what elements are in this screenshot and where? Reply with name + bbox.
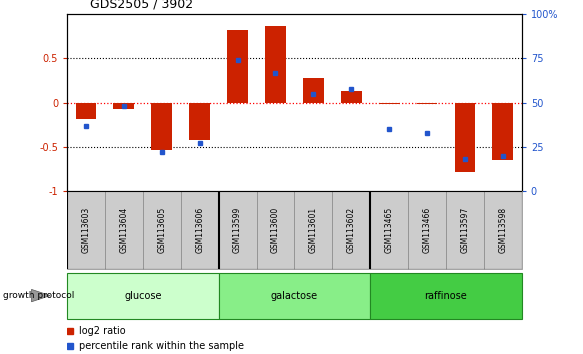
Text: GSM113600: GSM113600 — [271, 207, 280, 253]
Bar — [303, 78, 324, 103]
Text: galactose: galactose — [271, 291, 318, 301]
Text: raffinose: raffinose — [424, 291, 468, 301]
Bar — [76, 103, 96, 119]
Polygon shape — [31, 290, 50, 302]
Text: GSM113466: GSM113466 — [423, 207, 431, 253]
Bar — [294, 191, 332, 269]
Text: GSM113599: GSM113599 — [233, 207, 242, 253]
Bar — [341, 91, 361, 103]
Text: growth protocol: growth protocol — [3, 291, 74, 300]
Text: GSM113465: GSM113465 — [385, 207, 394, 253]
Text: GSM113602: GSM113602 — [347, 207, 356, 253]
Bar — [484, 191, 522, 269]
Bar — [446, 191, 484, 269]
Bar — [219, 273, 370, 319]
Text: GSM113597: GSM113597 — [461, 207, 469, 253]
Bar — [152, 103, 172, 150]
Bar — [493, 103, 513, 160]
Text: GSM113606: GSM113606 — [195, 207, 204, 253]
Text: GSM113598: GSM113598 — [498, 207, 507, 253]
Text: percentile rank within the sample: percentile rank within the sample — [79, 341, 244, 351]
Bar — [408, 191, 446, 269]
Bar — [114, 103, 134, 109]
Bar — [455, 103, 475, 172]
Bar — [417, 103, 437, 104]
Bar — [257, 191, 294, 269]
Bar — [332, 191, 370, 269]
Bar — [379, 103, 399, 104]
Bar — [265, 26, 286, 103]
Bar — [67, 191, 105, 269]
Text: GDS2505 / 3902: GDS2505 / 3902 — [90, 0, 194, 11]
Text: glucose: glucose — [124, 291, 161, 301]
Bar — [67, 273, 219, 319]
Bar — [143, 191, 181, 269]
Bar — [189, 103, 210, 140]
Text: GSM113605: GSM113605 — [157, 207, 166, 253]
Text: GSM113604: GSM113604 — [120, 207, 128, 253]
Bar — [219, 191, 257, 269]
Bar — [370, 273, 522, 319]
Text: log2 ratio: log2 ratio — [79, 326, 126, 336]
Bar — [181, 191, 219, 269]
Bar — [227, 30, 248, 103]
Text: GSM113601: GSM113601 — [309, 207, 318, 253]
Text: GSM113603: GSM113603 — [82, 207, 90, 253]
Bar — [370, 191, 408, 269]
Bar — [105, 191, 143, 269]
